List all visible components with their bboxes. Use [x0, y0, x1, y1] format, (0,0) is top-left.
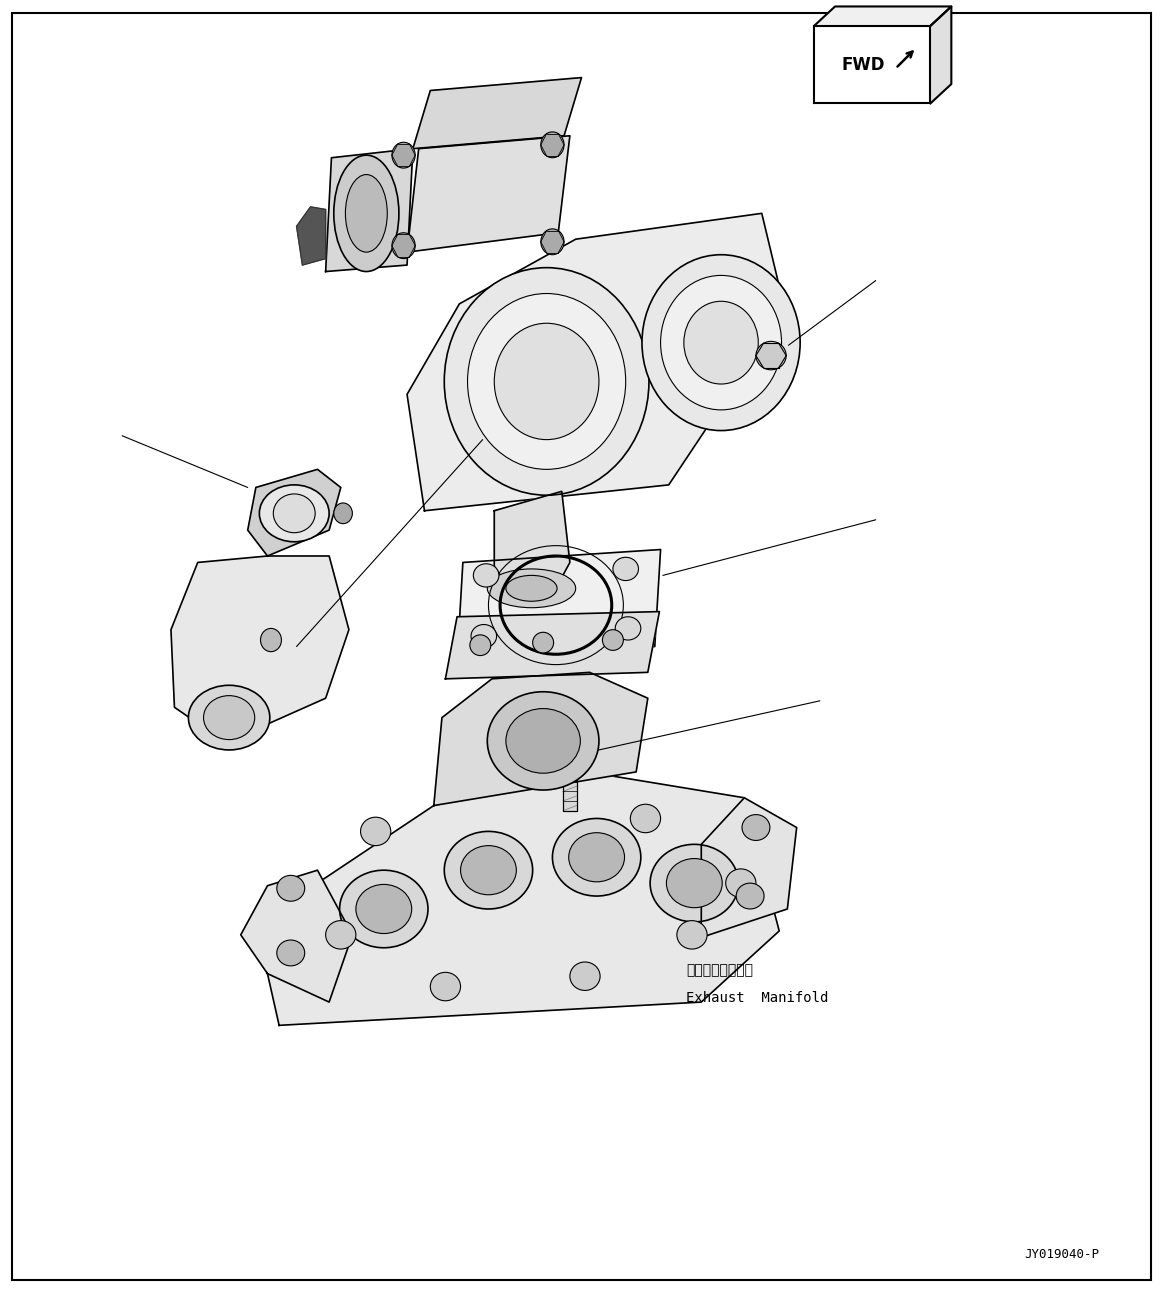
Ellipse shape: [261, 628, 281, 652]
Ellipse shape: [487, 692, 599, 790]
Text: 排気マニホールド: 排気マニホールド: [686, 963, 754, 976]
Polygon shape: [267, 772, 779, 1025]
Polygon shape: [494, 491, 570, 597]
Polygon shape: [407, 213, 785, 511]
Ellipse shape: [259, 485, 329, 542]
Ellipse shape: [277, 940, 305, 966]
Polygon shape: [445, 612, 659, 679]
Text: FWD: FWD: [841, 56, 885, 74]
Polygon shape: [930, 6, 951, 103]
Polygon shape: [701, 798, 797, 937]
Polygon shape: [326, 149, 413, 272]
Ellipse shape: [666, 859, 722, 908]
Ellipse shape: [677, 921, 707, 949]
Polygon shape: [171, 556, 349, 737]
Ellipse shape: [188, 685, 270, 750]
Ellipse shape: [273, 494, 315, 533]
Ellipse shape: [569, 833, 625, 882]
Bar: [563, 714, 577, 811]
Ellipse shape: [471, 625, 497, 648]
Ellipse shape: [541, 132, 564, 158]
Ellipse shape: [533, 632, 554, 653]
Ellipse shape: [430, 972, 461, 1001]
Ellipse shape: [334, 155, 399, 272]
Ellipse shape: [494, 323, 599, 440]
Ellipse shape: [615, 617, 641, 640]
Polygon shape: [457, 550, 661, 662]
Ellipse shape: [661, 275, 782, 410]
Ellipse shape: [334, 503, 352, 524]
Ellipse shape: [742, 815, 770, 840]
Ellipse shape: [392, 142, 415, 168]
Polygon shape: [297, 207, 326, 265]
Ellipse shape: [613, 557, 638, 581]
Ellipse shape: [602, 630, 623, 650]
Ellipse shape: [570, 962, 600, 990]
Ellipse shape: [736, 883, 764, 909]
Ellipse shape: [326, 921, 356, 949]
Ellipse shape: [361, 817, 391, 846]
Polygon shape: [814, 6, 951, 26]
Ellipse shape: [468, 294, 626, 469]
Ellipse shape: [487, 569, 576, 608]
Ellipse shape: [473, 564, 499, 587]
Polygon shape: [241, 870, 352, 1002]
Ellipse shape: [444, 831, 533, 909]
Ellipse shape: [756, 341, 786, 370]
Ellipse shape: [630, 804, 661, 833]
Text: Exhaust  Manifold: Exhaust Manifold: [686, 992, 828, 1005]
Ellipse shape: [642, 255, 800, 431]
Polygon shape: [407, 136, 570, 252]
Ellipse shape: [506, 709, 580, 773]
Ellipse shape: [392, 233, 415, 259]
Polygon shape: [434, 672, 648, 806]
Ellipse shape: [277, 875, 305, 901]
Ellipse shape: [684, 301, 758, 384]
Ellipse shape: [356, 884, 412, 934]
Ellipse shape: [345, 175, 387, 252]
Ellipse shape: [444, 268, 649, 495]
Bar: [563, 714, 577, 811]
Ellipse shape: [470, 635, 491, 656]
Text: JY019040-P: JY019040-P: [1025, 1248, 1099, 1261]
Ellipse shape: [650, 844, 739, 922]
Ellipse shape: [726, 869, 756, 897]
Ellipse shape: [340, 870, 428, 948]
Polygon shape: [248, 469, 341, 556]
Ellipse shape: [461, 846, 516, 895]
Polygon shape: [413, 78, 582, 149]
Ellipse shape: [541, 229, 564, 255]
Ellipse shape: [506, 575, 557, 601]
Ellipse shape: [552, 818, 641, 896]
Ellipse shape: [204, 696, 255, 740]
Polygon shape: [814, 26, 930, 103]
